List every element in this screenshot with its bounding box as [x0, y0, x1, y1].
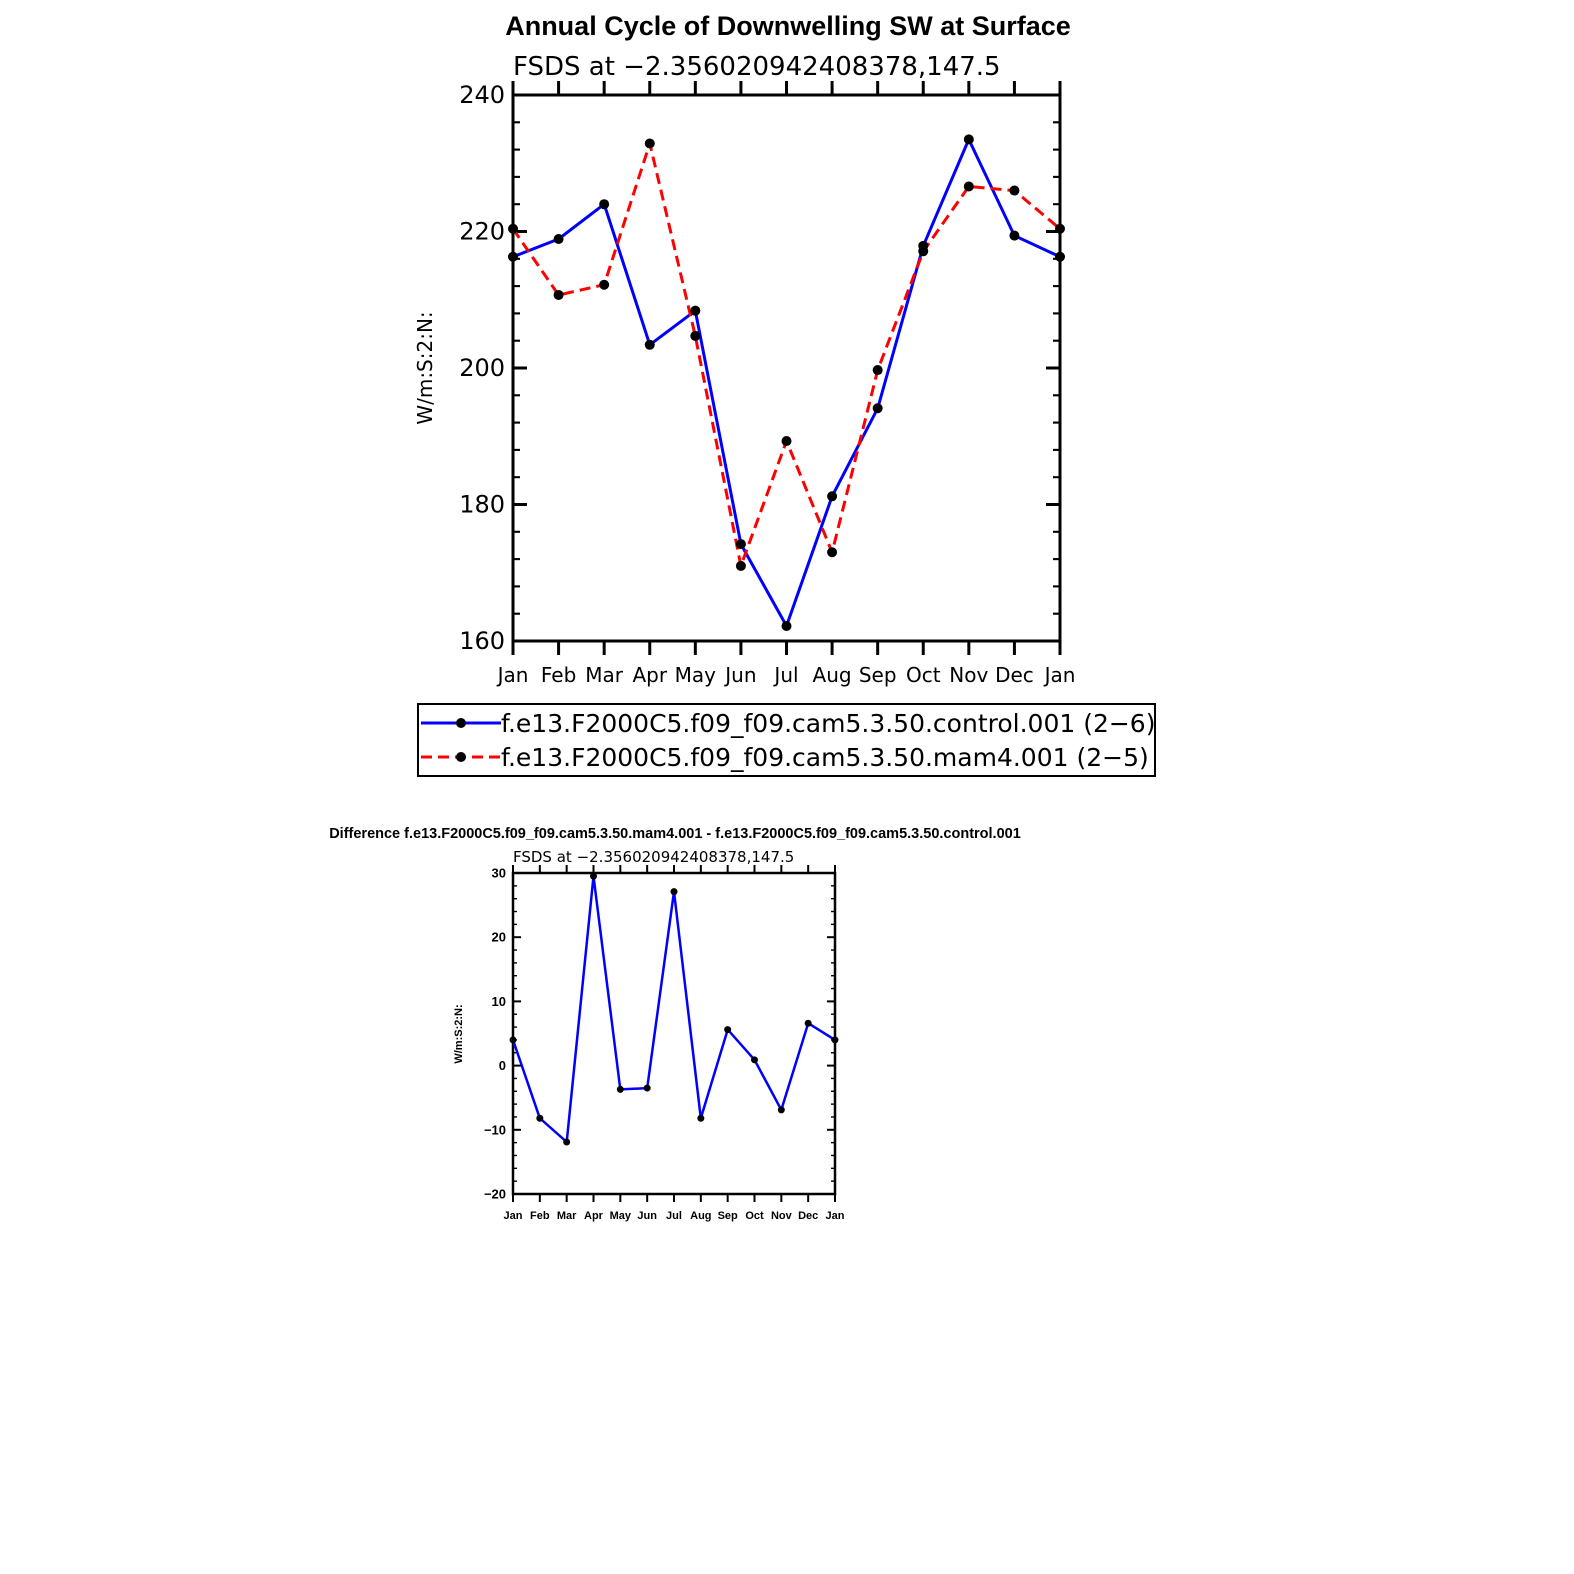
x-tick-label: Oct: [906, 663, 941, 687]
data-point-0: [599, 199, 610, 210]
x-tick-label: Jan: [1043, 663, 1076, 687]
x-tick-label: Jul: [666, 1210, 682, 1222]
series-layer: [508, 134, 1065, 631]
legend-label-control: f.e13.F2000C5.f09_f09.cam5.3.50.control.…: [501, 709, 1155, 738]
data-point-1: [599, 279, 610, 290]
x-tick-label: Jan: [826, 1210, 845, 1222]
x-tick-label: Feb: [530, 1210, 550, 1222]
y-tick-label: 20: [492, 930, 506, 945]
x-tick-label: Sep: [859, 663, 897, 687]
data-point-0: [872, 403, 883, 414]
x-tick-label: Oct: [745, 1210, 764, 1222]
data-point-1: [781, 436, 792, 447]
y-tick-label: 10: [492, 994, 506, 1009]
data-point-1: [1009, 185, 1020, 196]
x-tick-label: Nov: [949, 663, 988, 687]
data-point-1: [918, 246, 929, 257]
data-point-0: [1009, 230, 1020, 241]
legend-box: [417, 703, 1156, 777]
x-tick-label: Mar: [557, 1210, 577, 1222]
y-tick-label: 30: [492, 866, 506, 881]
data-point-1: [508, 223, 518, 234]
data-point-0: [827, 491, 838, 502]
data-point-0: [509, 1036, 517, 1044]
x-tick-label: Dec: [995, 663, 1034, 687]
y-tick-labels: 160 180 200 220 240: [459, 81, 505, 655]
y-tick-label: 180: [459, 491, 505, 519]
data-point-0: [563, 1138, 571, 1146]
x-tick-labels: Jan Feb Mar Apr May Jun Jul Aug Sep Oct Nov Dec Jan: [504, 1210, 845, 1222]
data-point-0: [590, 872, 597, 880]
x-tick-label: Dec: [798, 1210, 818, 1222]
series-layer: [509, 872, 839, 1146]
difference-chart: Difference f.e13.F2000C5.f09_f09.cam5.3.…: [329, 826, 1021, 1222]
legend-marker-mam4: [456, 752, 466, 762]
y-tick-label: −10: [484, 1122, 506, 1137]
data-point-0: [508, 251, 518, 262]
data-point-0: [643, 1084, 651, 1092]
legend-marker-control: [456, 718, 466, 728]
data-point-0: [777, 1106, 785, 1114]
x-tick-label: Aug: [690, 1210, 711, 1222]
data-point-1: [690, 330, 701, 341]
data-point-0: [697, 1114, 705, 1122]
y-tick-label: 0: [499, 1058, 506, 1073]
x-tick-label: Apr: [632, 663, 667, 687]
y-tick-label: 220: [459, 218, 505, 246]
x-tick-label: Jan: [496, 663, 529, 687]
data-point-0: [553, 234, 564, 245]
data-point-0: [616, 1085, 624, 1093]
y-tick-label: 200: [459, 354, 505, 382]
x-tick-label: Jan: [504, 1210, 523, 1222]
y-tick-labels: −20 −10 0 10 20 30: [484, 866, 506, 1202]
y-axis-label: W/m:S:2:N:: [413, 311, 437, 424]
chart-subtitle: FSDS at −2.356020942408378,147.5: [513, 848, 794, 866]
data-point-0: [690, 305, 701, 316]
x-tick-label: Nov: [771, 1210, 793, 1222]
y-tick-label: 240: [459, 81, 505, 109]
data-point-0: [724, 1026, 732, 1034]
data-point-0: [536, 1114, 544, 1122]
data-point-1: [735, 560, 746, 571]
x-tick-label: May: [610, 1210, 632, 1222]
x-tick-label: Jul: [772, 663, 798, 687]
data-point-1: [963, 181, 974, 192]
data-point-1: [1055, 223, 1065, 234]
chart-subtitle: FSDS at −2.356020942408378,147.5: [513, 52, 1001, 82]
x-tick-label: Sep: [718, 1210, 738, 1222]
y-tick-label: 160: [459, 627, 505, 655]
chart-title: Annual Cycle of Downwelling SW at Surfac…: [505, 11, 1071, 41]
data-point-0: [831, 1036, 839, 1044]
x-tick-label: May: [675, 663, 717, 687]
x-tick-labels: Jan Feb Mar Apr May Jun Jul Aug Sep Oct Nov Dec Jan: [496, 663, 1076, 687]
data-point-0: [804, 1019, 812, 1027]
legend-label-mam4: f.e13.F2000C5.f09_f09.cam5.3.50.mam4.001…: [501, 743, 1149, 772]
data-point-0: [781, 620, 792, 631]
x-tick-label: Aug: [813, 663, 852, 687]
legend: f.e13.F2000C5.f09_f09.cam5.3.50.control.…: [417, 703, 1156, 777]
data-point-1: [872, 365, 883, 376]
data-point-0: [670, 888, 678, 896]
x-tick-label: Feb: [541, 663, 576, 687]
data-point-0: [751, 1056, 758, 1064]
x-tick-label: Mar: [585, 663, 624, 687]
annual-cycle-chart: Annual Cycle of Downwelling SW at Surfac…: [413, 11, 1156, 777]
y-tick-label: −20: [484, 1187, 506, 1202]
data-point-1: [644, 138, 655, 149]
y-axis-label: W/m:S:2:N:: [453, 1004, 465, 1063]
data-point-0: [963, 134, 974, 145]
data-point-0: [735, 539, 746, 550]
x-tick-label: Jun: [723, 663, 756, 687]
data-point-1: [827, 547, 838, 558]
x-tick-label: Jun: [637, 1210, 657, 1222]
x-tick-label: Apr: [584, 1210, 604, 1222]
data-point-0: [1055, 251, 1065, 262]
data-point-0: [644, 339, 655, 350]
chart-title: Difference f.e13.F2000C5.f09_f09.cam5.3.…: [329, 826, 1021, 842]
data-point-1: [553, 289, 564, 300]
